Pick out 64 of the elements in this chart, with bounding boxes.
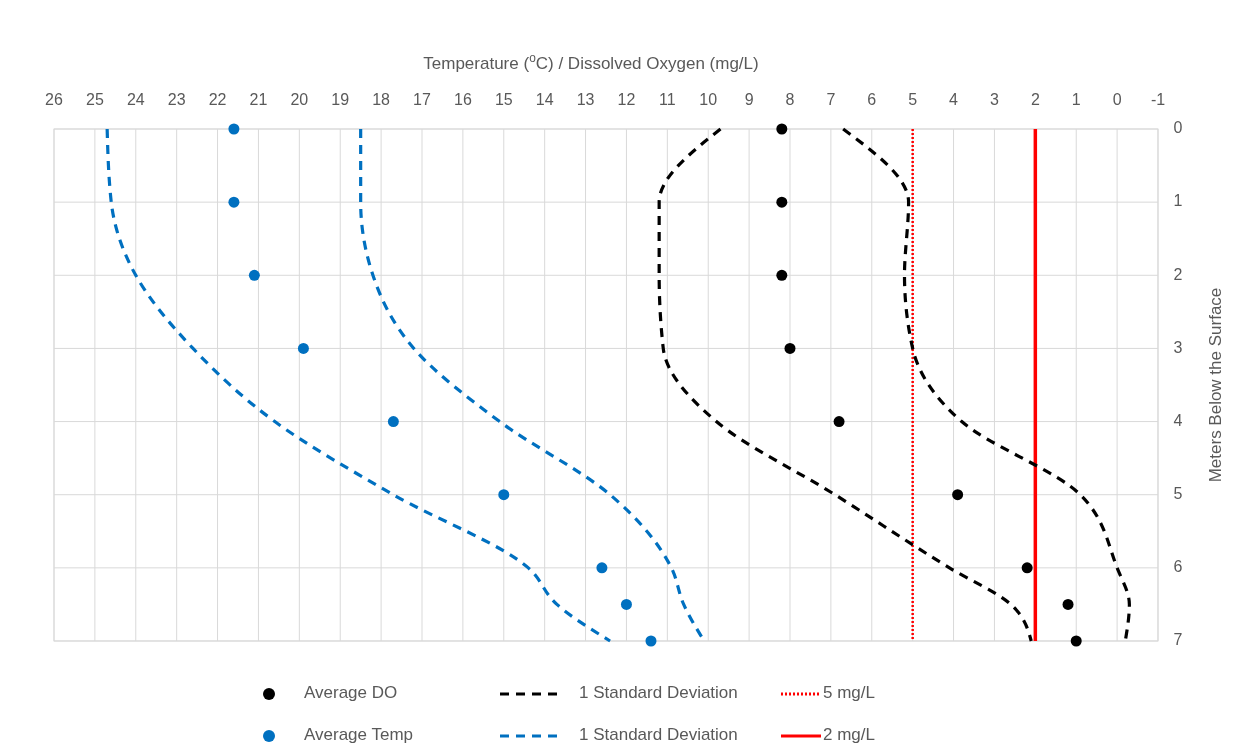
x-tick-label: 15 [494, 91, 513, 108]
x-axis-title: Temperature ($^{o}$C) / Dissolved Oxygen (mg/L) [423, 51, 759, 73]
point [776, 123, 788, 135]
legend-label: 1 Standard Deviation [579, 725, 738, 745]
x-tick-label: 17 [413, 91, 431, 108]
x-tick-label: 1 [1071, 91, 1081, 108]
x-tick-label: 10 [699, 91, 718, 108]
y-tick-label: 1 [1173, 192, 1183, 210]
x-tick-label: 20 [290, 91, 309, 108]
y-tick-label: 4 [1173, 411, 1183, 429]
legend-label: 1 Standard Deviation [579, 683, 738, 703]
y-tick-label: 5 [1173, 484, 1183, 502]
point [952, 489, 964, 501]
point [620, 598, 632, 610]
x-tick-label: 21 [249, 91, 268, 108]
legend-label: Average DO [304, 683, 398, 703]
x-tick-label: 18 [372, 91, 391, 108]
point [645, 635, 657, 647]
legend-label: 5 mg/L [823, 683, 875, 703]
legend-label: Average Temp [304, 725, 413, 745]
x-tick-label: 19 [331, 91, 350, 108]
point [228, 196, 240, 208]
point [248, 269, 260, 281]
x-tick-label: 9 [744, 91, 754, 108]
y-tick-label: 3 [1173, 338, 1183, 356]
x-tick-label: 11 [659, 91, 676, 108]
x-tick-label: 6 [867, 91, 877, 108]
x-tick-label: 12 [617, 91, 636, 108]
point [1062, 598, 1074, 610]
x-tick-label: 16 [453, 91, 472, 108]
x-tick-label: 0 [1112, 91, 1122, 108]
y-tick-label: 6 [1173, 558, 1183, 576]
x-tick-label: 3 [989, 91, 999, 108]
point [833, 416, 845, 428]
y-axis-title: Meters Below the Surface [1206, 287, 1225, 483]
point [228, 123, 240, 135]
x-tick-label: 13 [576, 91, 595, 108]
x-tick-label: 8 [785, 91, 795, 108]
x-tick-label: 4 [949, 91, 959, 108]
line-series [105, 127, 612, 643]
y-tick-label: 2 [1173, 265, 1183, 283]
line-series [657, 127, 1033, 643]
x-tick-label: 5 [908, 91, 918, 108]
x-tick-label: 7 [826, 91, 836, 108]
point [387, 416, 399, 428]
legend-label: 2 mg/L [823, 725, 875, 745]
point [776, 269, 788, 281]
x-tick-label: 25 [85, 91, 104, 108]
x-tick-label: 23 [167, 91, 186, 108]
point [1070, 635, 1082, 647]
point [1021, 562, 1033, 574]
y-tick-label: 0 [1173, 119, 1183, 137]
point [596, 562, 608, 574]
point [776, 196, 788, 208]
point [498, 489, 510, 501]
x-tick-label: 14 [535, 91, 554, 108]
y-tick-label: 7 [1173, 631, 1183, 649]
x-tick-label: 2 [1030, 91, 1040, 108]
x-tick-label: 24 [126, 91, 145, 108]
point [784, 342, 796, 354]
x-tick-label: 22 [208, 91, 227, 108]
x-tick-label: -1 [1150, 91, 1166, 108]
x-tick-label: 26 [45, 91, 63, 108]
point [297, 342, 309, 354]
